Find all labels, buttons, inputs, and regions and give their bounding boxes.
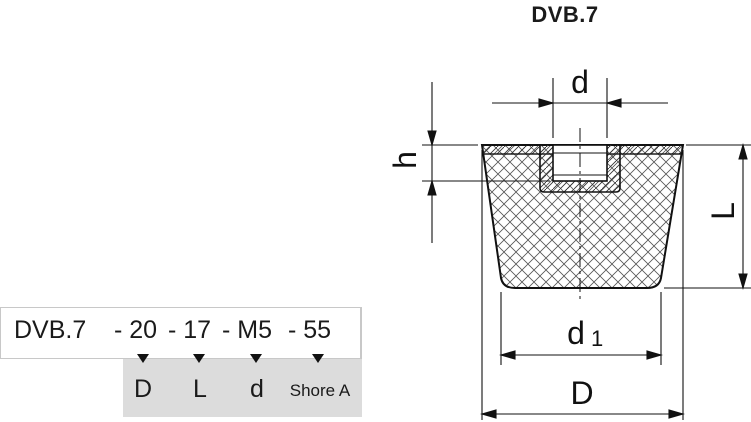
dimension-D (479, 150, 686, 420)
code-diameter: - 20 (114, 316, 158, 344)
code-length: - 17 (168, 316, 212, 344)
order-code-box (0, 307, 362, 359)
legend-label-D: D (133, 375, 153, 403)
legend-label-shore: Shore A (289, 381, 351, 400)
product-title: DVB.7 (531, 2, 599, 27)
dimension-h (422, 82, 550, 243)
dimension-d1 (498, 292, 664, 365)
code-thread: - M5 (222, 316, 272, 344)
label-h: h (387, 151, 423, 169)
dimension-L (664, 142, 751, 291)
label-D: D (570, 375, 593, 411)
code-hardness: - 55 (288, 316, 332, 344)
arrow-down-icon (312, 354, 324, 363)
arrow-down-icon (250, 354, 262, 363)
dimension-d (492, 78, 668, 138)
code-series: DVB.7 (14, 316, 87, 344)
label-d1-subscript: 1 (591, 326, 603, 351)
label-d1: d (567, 315, 585, 351)
label-d: d (571, 64, 589, 100)
arrow-down-icon (193, 354, 205, 363)
arrow-down-icon (137, 354, 149, 363)
legend-box (123, 359, 362, 417)
legend-label-L: L (193, 375, 207, 403)
label-L: L (705, 202, 741, 220)
legend-label-d: d (250, 375, 264, 403)
